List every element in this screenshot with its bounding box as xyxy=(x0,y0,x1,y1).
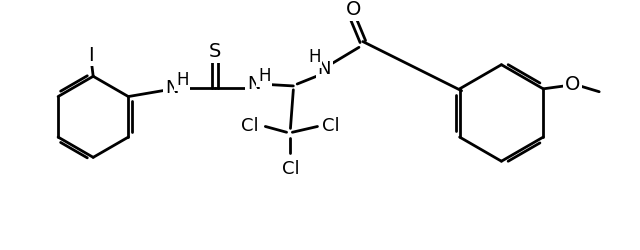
Text: O: O xyxy=(346,0,361,19)
Text: N: N xyxy=(317,60,331,78)
Text: Cl: Cl xyxy=(322,118,340,136)
Text: I: I xyxy=(88,46,94,64)
Text: H: H xyxy=(176,71,189,89)
Text: Cl: Cl xyxy=(282,160,300,178)
Text: O: O xyxy=(564,74,580,94)
Text: N: N xyxy=(247,75,260,93)
Text: S: S xyxy=(209,42,221,61)
Text: N: N xyxy=(165,79,179,97)
Text: H: H xyxy=(258,67,271,85)
Text: H: H xyxy=(308,48,321,66)
Text: Cl: Cl xyxy=(241,118,259,136)
